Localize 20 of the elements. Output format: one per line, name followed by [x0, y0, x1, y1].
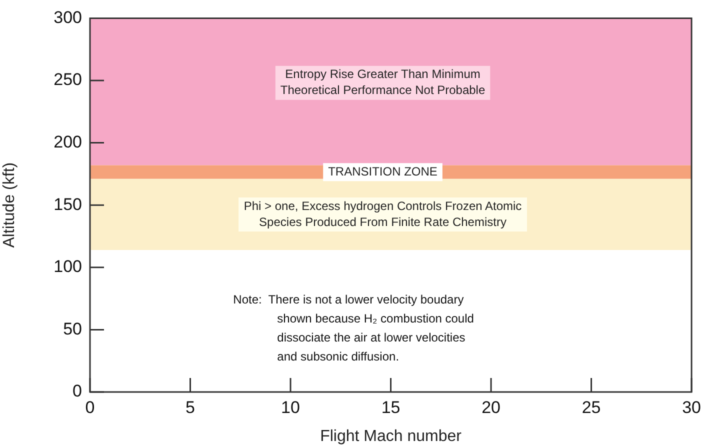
- x-tick-label: 20: [482, 398, 500, 417]
- x-tick-label: 30: [682, 398, 702, 417]
- y-tick-label: 250: [54, 70, 82, 90]
- x-tick-label: 15: [381, 398, 400, 417]
- band-label: TRANSITION ZONE: [328, 164, 438, 178]
- annotation: Note: There is not a lower velocity boudary shown because H₂ combustion could dissociate the air at lower velocities and subsonic diffusion.: [233, 292, 474, 364]
- y-tick-label: 150: [54, 194, 82, 214]
- y-axis-title: Altitude (kft): [1, 162, 18, 248]
- x-tick-label: 0: [85, 398, 95, 417]
- y-tick-label: 100: [54, 257, 82, 276]
- y-tick-label: 300: [54, 8, 82, 27]
- y-tick-label: 50: [63, 319, 82, 338]
- y-tick-label: 0: [72, 382, 82, 401]
- y-tick-label: 200: [54, 132, 82, 152]
- x-tick-label: 5: [186, 398, 195, 417]
- band-label: Phi > one, Excess hydrogen Controls Frozen Atomic Species Produced From Finite Rate Chemistry: [244, 198, 522, 229]
- x-axis-title: Flight Mach number: [320, 428, 462, 445]
- x-tick-label: 25: [582, 398, 601, 417]
- band-label: Entropy Rise Greater Than Minimum Theoretical Performance Not Probable: [280, 67, 486, 98]
- x-tick-label: 10: [281, 398, 300, 417]
